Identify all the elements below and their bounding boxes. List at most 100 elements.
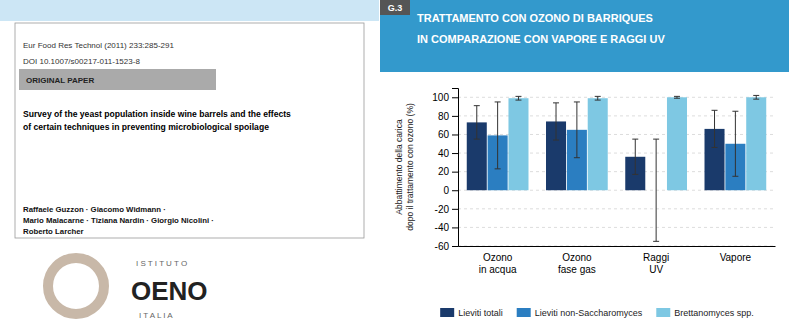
legend: Lieviti totali Lieviti non-Saccharomyces B…	[440, 308, 754, 318]
text-line: of certain techniques in preventing micr…	[23, 122, 269, 132]
legend-swatch	[440, 308, 454, 317]
plot-area	[467, 95, 766, 241]
tick-label: Ozonoin acqua	[479, 252, 517, 275]
title-tag: G.3	[388, 3, 403, 13]
text-line: dopo il trattamento con ozono (%)	[405, 103, 415, 231]
tick: Ozonoin acqua	[479, 246, 517, 275]
bar	[667, 97, 687, 190]
paper-authors: Raffaele Guzzon · Giacomo Widmann · Mario…	[23, 205, 214, 236]
text-line: IN COMPARAZIONE CON VAPORE E RAGGI UV	[417, 33, 665, 45]
tick-mark	[452, 209, 458, 210]
tick-label: 60	[438, 129, 450, 140]
tick-mark	[452, 153, 458, 154]
legend-label: Lieviti non-Saccharomyces	[535, 308, 643, 318]
panel-background	[380, 0, 789, 329]
error-bar	[732, 111, 738, 176]
text-line: Ozono	[483, 252, 513, 263]
text-line: in acqua	[479, 264, 517, 275]
tick-label: 100	[432, 92, 449, 103]
error-bar	[574, 102, 580, 158]
tick: 60	[438, 129, 458, 140]
logo-italia: I T A L I A	[139, 311, 173, 320]
legend-item: Brettanomyces spp.	[656, 308, 754, 318]
tick-mark	[452, 227, 458, 228]
error-bars	[495, 102, 739, 241]
paper-section: ORIGINAL PAPER	[26, 76, 94, 85]
y-axis: -60 -40 -20 0 20 40 60 80 100	[432, 89, 458, 252]
tag-box	[380, 0, 410, 15]
grid-line	[458, 227, 775, 228]
bar-series	[508, 97, 766, 190]
tick-label: RaggiUV	[643, 252, 669, 275]
text-line: TRATTAMENTO CON OZONO DI BARRIQUES	[417, 12, 653, 24]
legend-item: Lieviti totali	[440, 308, 503, 318]
error-bar	[595, 96, 601, 100]
panel-background	[0, 0, 379, 329]
grid-line	[458, 97, 775, 98]
error-bars	[515, 95, 759, 100]
tick-mark	[452, 246, 458, 247]
bar	[746, 97, 766, 190]
error-bar-line	[632, 139, 638, 174]
paper-doi: DOI 10.1007/s00217-011-1523-8	[23, 57, 140, 66]
logo-ring	[48, 258, 104, 314]
tick-label: 20	[438, 166, 450, 177]
error-bar-line	[732, 111, 738, 176]
grid-line	[458, 246, 775, 247]
error-bar-line	[753, 95, 759, 99]
tick: RaggiUV	[643, 246, 669, 275]
tick-label: -40	[435, 222, 450, 233]
axis-line	[459, 246, 776, 247]
legend-item: Lieviti non-Saccharomyces	[517, 308, 643, 318]
error-bar-line	[515, 96, 521, 100]
paper-panel: Eur Food Res Technol (2011) 233:285-291 D…	[0, 0, 379, 329]
tick-label: -20	[435, 204, 450, 215]
paper-title: Survey of the yeast population inside wi…	[23, 109, 291, 132]
text-line: Vapore	[720, 252, 752, 263]
text-line: Roberto Larcher	[23, 227, 84, 236]
error-bar	[753, 95, 759, 99]
bar	[588, 98, 608, 190]
x-axis: Ozonoin acquaOzonofase gasRaggiUVVapore	[459, 246, 776, 275]
chart-panel: G.3 TRATTAMENTO CON OZONO DI BARRIQUES IN …	[380, 0, 789, 329]
header	[380, 0, 789, 72]
error-bar-line	[653, 139, 659, 241]
tick-label: 80	[438, 111, 450, 122]
text-line: Ozono	[562, 252, 592, 263]
paper-box	[15, 23, 364, 238]
chart-title: TRATTAMENTO CON OZONO DI BARRIQUES IN COM…	[417, 12, 665, 45]
text-line: Raffaele Guzzon · Giacomo Widmann ·	[23, 205, 166, 214]
error-bar	[653, 139, 659, 241]
text-line: Mario Malacarne · Tiziana Nardin · Giorg…	[23, 216, 214, 225]
tick: 20	[438, 166, 458, 177]
grid-line	[458, 208, 775, 209]
tick-mark	[452, 172, 458, 173]
tick: 80	[438, 111, 458, 122]
paper-journal: Eur Food Res Technol (2011) 233:285-291	[23, 41, 174, 50]
text-line: Survey of the yeast population inside wi…	[23, 109, 291, 119]
tick-label: Ozonofase gas	[558, 252, 596, 275]
top-strip	[0, 0, 379, 21]
tick: Vapore	[720, 246, 752, 263]
grid	[458, 97, 775, 246]
text-line: Raggi	[643, 252, 669, 263]
error-bar	[712, 110, 718, 147]
tick-label: -60	[435, 241, 450, 252]
tick: -20	[435, 204, 458, 215]
error-bar	[495, 102, 501, 169]
logo-istituto: I S T I T U T O	[136, 259, 187, 268]
tick-mark	[452, 116, 458, 117]
tick: 100	[432, 92, 458, 103]
figure: Eur Food Res Technol (2011) 233:285-291 D…	[0, 0, 789, 329]
tick: 0	[443, 185, 458, 196]
text-line: fase gas	[558, 264, 596, 275]
y-axis-title: Abbattimento della caricadopo il trattam…	[394, 103, 415, 231]
tick: 40	[438, 148, 458, 159]
section-box	[19, 69, 216, 90]
error-bar-line	[553, 103, 559, 140]
error-bar	[474, 106, 480, 139]
error-bar-line	[474, 106, 480, 139]
tick: Ozonofase gas	[558, 246, 596, 275]
tick-label: 0	[443, 185, 449, 196]
tick-mark	[452, 97, 458, 98]
